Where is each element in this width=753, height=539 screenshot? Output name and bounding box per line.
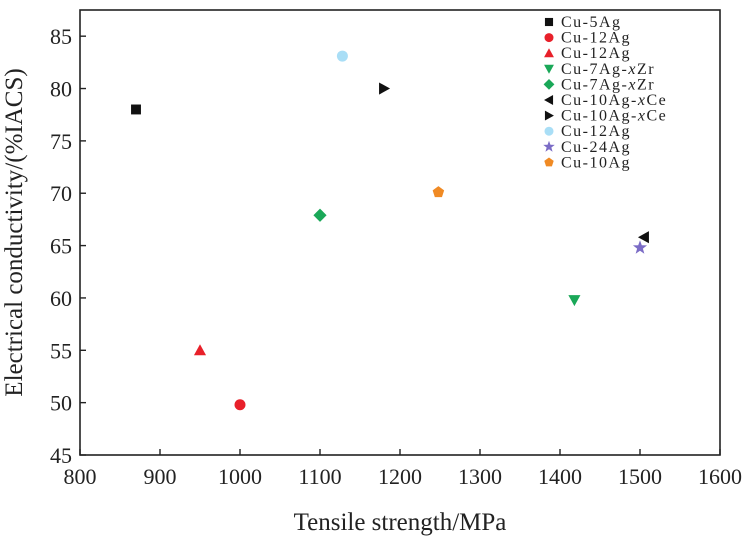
x-tick-label: 800 <box>64 464 97 489</box>
data-point <box>234 399 246 411</box>
legend-entry: Cu-5Ag <box>561 14 622 31</box>
legend-marker <box>544 157 554 167</box>
legend-entry: Cu-10Ag-xCe <box>561 92 667 109</box>
y-tick-label: 80 <box>50 77 72 102</box>
legend-marker <box>544 48 554 58</box>
legend-entry: Cu-7Ag-xZr <box>561 76 655 93</box>
y-tick-label: 65 <box>50 234 72 259</box>
legend-marker <box>543 140 555 152</box>
data-point <box>432 186 445 198</box>
y-tick-label: 85 <box>50 24 72 49</box>
legend-marker <box>544 110 554 121</box>
x-tick-label: 1500 <box>618 464 662 489</box>
legend-marker <box>544 33 554 43</box>
legend: Cu-5AgCu-12AgCu-12AgCu-7Ag-xZrCu-7Ag-xZr… <box>543 14 667 171</box>
legend-marker <box>544 64 554 74</box>
y-tick-label: 45 <box>50 443 72 468</box>
y-tick-label: 75 <box>50 129 72 154</box>
data-point <box>131 104 141 115</box>
legend-marker <box>543 79 555 90</box>
data-points <box>131 50 649 411</box>
axes: 800 900 1000 1100 1200 1300 1400 1500 1600 45 50 55… <box>50 9 742 489</box>
y-tick-label: 50 <box>50 391 72 416</box>
x-tick-label: 1000 <box>218 464 262 489</box>
legend-marker <box>544 95 554 105</box>
legend-entry: Cu-10Ag-xCe <box>561 108 667 125</box>
legend-entry: Cu-24Ag <box>561 139 631 156</box>
legend-entry: Cu-12Ag <box>561 123 631 140</box>
legend-entry: Cu-7Ag-xZr <box>561 61 655 78</box>
x-axis-title: Tensile strength/MPa <box>294 509 507 536</box>
legend-entry: Cu-10Ag <box>561 154 631 171</box>
data-point <box>568 295 581 307</box>
x-tick-label: 1600 <box>698 464 742 489</box>
data-point <box>193 344 207 356</box>
legend-marker <box>544 126 554 136</box>
data-point <box>336 50 348 62</box>
y-tick-label: 70 <box>50 181 72 206</box>
data-point <box>637 231 649 244</box>
x-tick-label: 1100 <box>298 464 341 489</box>
y-axis-title: Electrical conductivity/(%IACS) <box>1 68 28 396</box>
legend-entry: Cu-12Ag <box>561 30 631 47</box>
data-point <box>313 208 327 222</box>
x-tick-label: 1200 <box>378 464 422 489</box>
y-tick-label: 55 <box>50 338 72 363</box>
data-point <box>632 240 648 254</box>
x-tick-label: 900 <box>144 464 177 489</box>
x-tick-label: 1400 <box>538 464 582 489</box>
y-tick-label: 60 <box>50 286 72 311</box>
data-point <box>379 82 391 95</box>
x-tick-label: 1300 <box>458 464 502 489</box>
legend-entry: Cu-12Ag <box>561 45 631 62</box>
legend-marker <box>544 17 554 27</box>
